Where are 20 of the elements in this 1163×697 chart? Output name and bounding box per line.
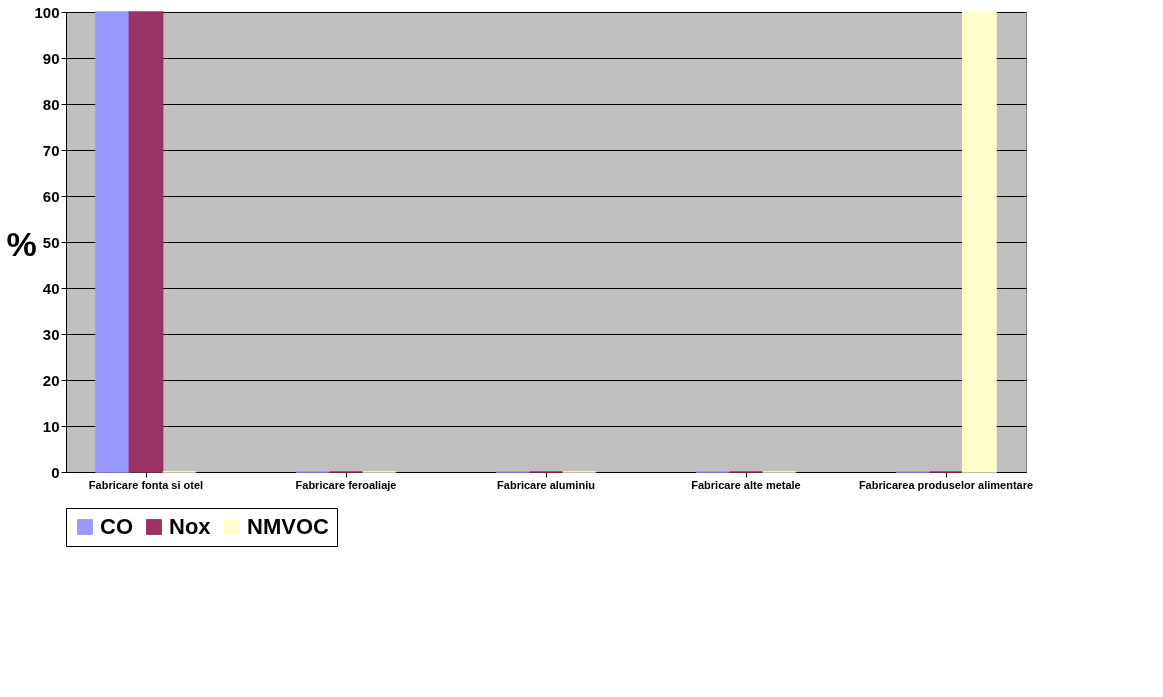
x-tick-label: Fabricare fonta si otel (88, 478, 204, 491)
y-tick-label: 0 (51, 463, 60, 481)
y-tick-label: 80 (42, 95, 60, 113)
x-tick-label: Fabricare feroaliaje (295, 478, 397, 491)
y-tick-label: 50 (42, 233, 60, 251)
x-tick-label: Fabricare aluminiu (497, 478, 595, 491)
y-tick-label: 90 (42, 49, 60, 67)
x-tick-label: Fabricarea produselor alimentare (858, 478, 1034, 491)
legend-label: CO (100, 514, 133, 539)
y-tick-label: 20 (42, 371, 60, 389)
y-tick-label: 30 (42, 325, 60, 343)
y-tick-label: 10 (42, 417, 60, 435)
y-tick-label: 70 (42, 141, 60, 159)
legend-label: Nox (169, 514, 212, 539)
y-tick-label: 40 (42, 279, 60, 297)
y-tick-label: 100 (34, 3, 60, 21)
y-axis-title: % (6, 224, 37, 263)
y-tick-label: 60 (42, 187, 60, 205)
legend-label: NMVOC (247, 514, 329, 539)
x-tick-label: Fabricare alte metale (691, 478, 801, 491)
